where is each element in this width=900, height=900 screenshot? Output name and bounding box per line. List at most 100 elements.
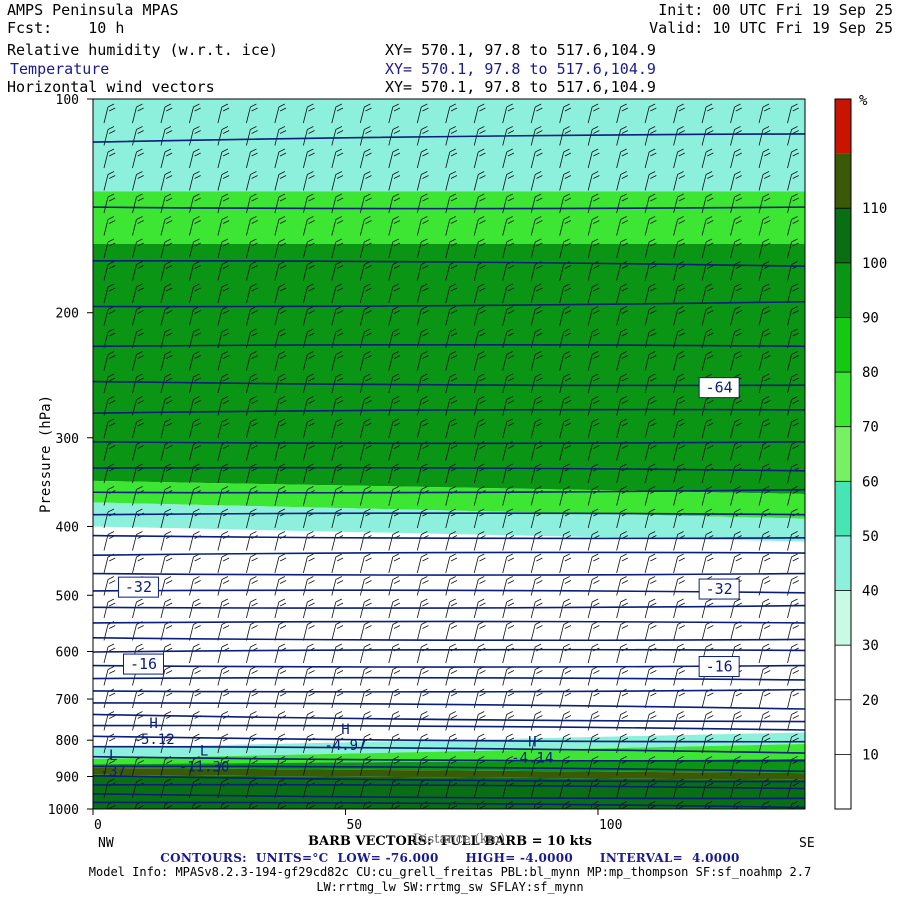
wind-barb (160, 171, 173, 191)
y-tick-label: 900 (56, 771, 79, 786)
axes: 100 200 300 400 500 600 700 800 900 1000 0 50 100 Pre… (38, 93, 815, 851)
wind-barb (331, 103, 344, 124)
wind-barb (189, 261, 201, 281)
wind-barb (246, 261, 258, 281)
wind-barb (530, 553, 543, 574)
wind-barb (787, 553, 799, 574)
wind-barb (416, 418, 429, 439)
wind-barb (787, 171, 799, 191)
wind-barb (559, 103, 572, 124)
wind-barb (644, 598, 657, 619)
colorbar-swatch (835, 754, 851, 809)
contour-label: -32 (125, 578, 152, 596)
wind-barb (274, 598, 287, 619)
wind-barb (559, 283, 572, 304)
contours-info: CONTOURS: UNITS=°C LOW= -76.000 HIGH= -4… (0, 851, 900, 865)
wind-barb (730, 553, 742, 574)
temperature-contour-line (93, 801, 805, 809)
wind-barb (445, 553, 458, 574)
wind-barb (331, 396, 344, 416)
wind-barb (787, 238, 799, 259)
colorbar-swatch (835, 262, 851, 318)
wind-barb (160, 193, 173, 214)
colorbar-swatch (835, 590, 851, 646)
wind-barb (132, 598, 144, 619)
wind-barb (388, 283, 401, 304)
wind-barb (616, 598, 629, 619)
wind-barb (103, 126, 116, 146)
wind-barb (530, 216, 543, 236)
init-value: 00 UTC Fri 19 Sep 25 (712, 1, 893, 19)
wind-barb (189, 373, 201, 394)
colorbar-swatch (835, 699, 851, 755)
wind-barb (587, 351, 600, 371)
y-tick-label: 300 (56, 432, 79, 447)
extremum-marker: H (149, 716, 157, 732)
colorbar-swatch (835, 535, 851, 591)
valid-value: 10 UTC Fri 19 Sep 25 (712, 19, 893, 37)
y-axis-label: Pressure (hPa) (38, 395, 54, 513)
wind-barb (502, 396, 515, 416)
wind-barb (587, 306, 600, 326)
wind-barb (359, 193, 372, 214)
wind-barb (616, 418, 629, 439)
wind-barb (359, 418, 372, 439)
temperature-contour-line (93, 259, 805, 268)
wind-barb (388, 418, 401, 439)
wind-barb (189, 171, 201, 191)
wind-barb (189, 576, 201, 596)
temperature-contour-line (93, 534, 805, 540)
wind-barb (619, 801, 629, 809)
y-tick-label: 600 (56, 645, 79, 660)
wind-barb (388, 193, 401, 214)
wind-barb (359, 396, 372, 416)
wind-barb (473, 576, 486, 596)
wind-barb (416, 306, 429, 326)
wind-barb (274, 553, 287, 574)
wind-barb (644, 576, 657, 596)
wind-barb (189, 418, 201, 439)
wind-barb (673, 148, 685, 169)
wind-barb (445, 711, 458, 731)
wind-barb (644, 193, 657, 214)
wind-barb (302, 553, 315, 574)
colorbar-swatch (835, 99, 851, 154)
wind-barb (473, 306, 486, 326)
wind-barb (302, 396, 315, 416)
wind-barb (246, 148, 258, 169)
temperature-contour-line (93, 466, 805, 472)
contour-label-box (122, 653, 164, 675)
wind-barb (445, 418, 458, 439)
wind-barb (217, 171, 230, 191)
x-end-label-right: SE (799, 836, 815, 851)
wind-barb (217, 396, 230, 416)
wind-barb (132, 193, 144, 214)
wind-barb (730, 306, 742, 326)
wind-barb (416, 553, 429, 574)
header-forecast: Fcst: 10 h (7, 20, 124, 37)
temperature-contour-line (93, 133, 805, 143)
wind-barb (587, 283, 600, 304)
colorbar-tick-label: 40 (862, 584, 879, 600)
wind-barb (673, 171, 685, 191)
wind-barb (673, 283, 685, 304)
wind-barb (302, 598, 315, 619)
wind-barb (217, 216, 230, 236)
wind-barb (502, 216, 515, 236)
wind-barb (787, 733, 799, 754)
wind-barb (701, 306, 714, 326)
wind-barb (787, 666, 799, 686)
wind-barb (302, 193, 315, 214)
wind-barb (758, 351, 771, 371)
wind-barb (331, 216, 344, 236)
valid-label: Valid: (649, 19, 704, 37)
wind-barb (359, 103, 372, 124)
wind-barb (758, 238, 771, 259)
wind-barb (616, 216, 629, 236)
colorbar-swatch (835, 372, 851, 427)
wind-barb (530, 396, 543, 416)
colorbar-tick-label: 70 (862, 420, 879, 436)
wind-barb (530, 103, 543, 124)
wind-barb (416, 598, 429, 619)
